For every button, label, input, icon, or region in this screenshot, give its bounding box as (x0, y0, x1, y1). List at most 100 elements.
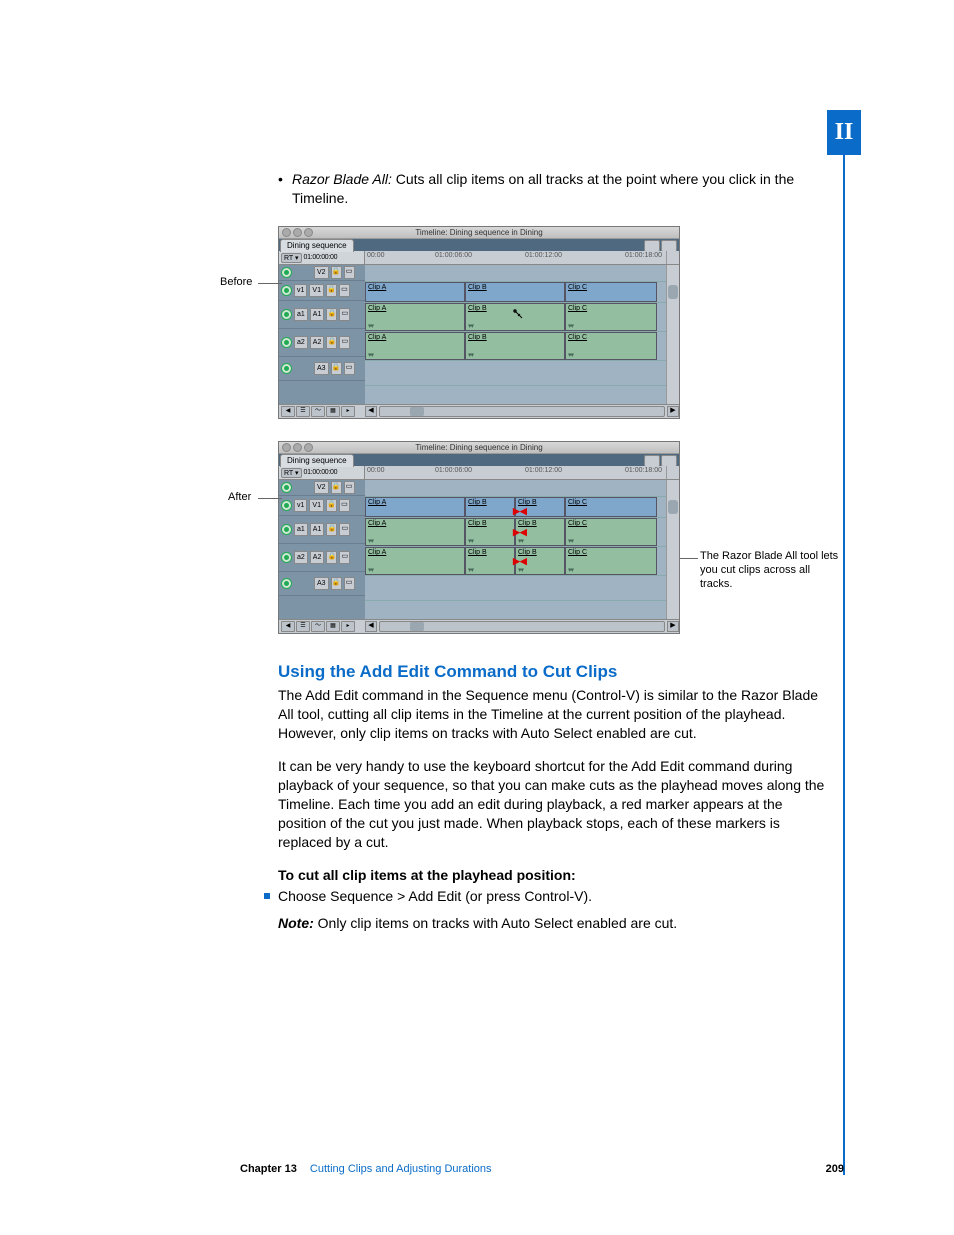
auto-select-toggle[interactable] (281, 578, 292, 589)
dest-patch[interactable]: V1 (309, 284, 324, 297)
auto-select-toggle[interactable] (281, 482, 292, 493)
horizontal-scrollbar[interactable] (379, 406, 665, 417)
audio-clip[interactable]: Clip B▾▾ (465, 547, 515, 575)
horizontal-scrollbar[interactable] (379, 621, 665, 632)
audio-clip[interactable]: Clip B▾▾ (465, 332, 565, 360)
foot-btn[interactable]: 〜 (311, 621, 325, 632)
video-clip[interactable]: Clip B (465, 497, 515, 517)
source-patch[interactable]: a1 (294, 308, 308, 321)
auto-select-toggle[interactable] (281, 363, 292, 374)
foot-btn[interactable]: ▦ (326, 621, 340, 632)
auto-select-toggle[interactable] (281, 500, 292, 511)
traffic-lights[interactable] (282, 228, 313, 237)
source-patch[interactable]: a1 (294, 523, 308, 536)
track-toggle[interactable]: ▭ (344, 481, 355, 494)
video-clip[interactable]: Clip A (365, 282, 465, 302)
audio-clip[interactable]: Clip B▾▾ (465, 518, 515, 546)
dest-patch[interactable]: A2 (310, 551, 325, 564)
lock-toggle[interactable]: 🔒 (326, 499, 337, 512)
timeline-canvas[interactable]: Clip AClip BClip CClip A▾▾Clip B▾▾Clip C… (365, 265, 666, 404)
foot-btn[interactable]: ◀ (281, 621, 295, 632)
track-toggle[interactable]: ▭ (339, 308, 350, 321)
scroll-left[interactable]: ◀ (365, 406, 377, 417)
video-clip[interactable]: Clip C (565, 497, 657, 517)
lock-toggle[interactable]: 🔒 (326, 336, 337, 349)
audio-clip[interactable]: Clip C▾▾ (565, 518, 657, 546)
track-toggle[interactable]: ▭ (344, 362, 355, 375)
video-clip[interactable]: Clip A (365, 497, 465, 517)
timeline-canvas[interactable]: Clip AClip BClip BClip C▶◀Clip A▾▾Clip B… (365, 480, 666, 619)
track-toggle[interactable]: ▭ (344, 577, 355, 590)
lock-toggle[interactable]: 🔒 (326, 284, 337, 297)
track-toggle[interactable]: ▭ (339, 523, 350, 536)
auto-select-toggle[interactable] (281, 552, 292, 563)
dest-patch[interactable]: V1 (309, 499, 324, 512)
audio-clip[interactable]: Clip A▾▾ (365, 518, 465, 546)
foot-btn[interactable]: ▸ (341, 621, 355, 632)
lock-toggle[interactable]: 🔒 (331, 266, 342, 279)
audio-clip[interactable]: Clip A▾▾ (365, 547, 465, 575)
scroll-right[interactable]: ▶ (667, 406, 679, 417)
vertical-scrollbar[interactable] (666, 480, 679, 619)
source-patch[interactable]: v1 (294, 499, 307, 512)
lock-toggle[interactable]: 🔒 (326, 551, 337, 564)
audio-clip[interactable]: Clip C▾▾ (565, 332, 657, 360)
auto-select-toggle[interactable] (281, 267, 292, 278)
foot-btn[interactable]: ▸ (341, 406, 355, 417)
dest-patch[interactable]: V2 (314, 266, 329, 279)
audio-clip[interactable]: Clip C▾▾ (565, 303, 657, 331)
track-header-a2: a2 A2 🔒 ▭ (279, 329, 365, 357)
lock-toggle[interactable]: 🔒 (326, 308, 337, 321)
foot-btn[interactable]: ☰ (296, 621, 310, 632)
sequence-tab[interactable]: Dining sequence (280, 454, 354, 467)
scroll-right[interactable]: ▶ (667, 621, 679, 632)
traffic-lights[interactable] (282, 443, 313, 452)
ruler[interactable]: 00:0001:00:06:0001:00:12:0001:00:18:00 (365, 251, 666, 264)
scroll-left[interactable]: ◀ (365, 621, 377, 632)
source-patch[interactable]: a2 (294, 551, 308, 564)
audio-clip[interactable]: Clip A▾▾ (365, 332, 465, 360)
lock-toggle[interactable]: 🔒 (326, 523, 337, 536)
foot-btn[interactable]: ☰ (296, 406, 310, 417)
lock-toggle[interactable]: 🔒 (331, 481, 342, 494)
auto-select-toggle[interactable] (281, 285, 292, 296)
lane-spacer (365, 601, 666, 619)
dest-patch[interactable]: A1 (310, 308, 325, 321)
track-toggle[interactable]: ▭ (339, 284, 350, 297)
sequence-tab[interactable]: Dining sequence (280, 239, 354, 252)
auto-select-toggle[interactable] (281, 524, 292, 535)
vertical-scrollbar[interactable] (666, 265, 679, 404)
dest-patch[interactable]: A1 (310, 523, 325, 536)
ruler[interactable]: 00:0001:00:06:0001:00:12:0001:00:18:00 (365, 466, 666, 479)
lock-toggle[interactable]: 🔒 (331, 362, 342, 375)
timeline-footer: ◀☰〜▦▸ ◀ ▶ (279, 619, 679, 633)
dest-patch[interactable]: V2 (314, 481, 329, 494)
note-label: Note: (278, 915, 314, 931)
source-patch[interactable]: v1 (294, 284, 307, 297)
audio-clip[interactable]: Clip A▾▾ (365, 303, 465, 331)
auto-select-toggle[interactable] (281, 337, 292, 348)
video-clip[interactable]: Clip B (465, 282, 565, 302)
foot-btn[interactable]: 〜 (311, 406, 325, 417)
lane-a3 (365, 361, 666, 386)
audio-clip[interactable]: Clip C▾▾ (565, 547, 657, 575)
lock-toggle[interactable]: 🔒 (331, 577, 342, 590)
video-clip[interactable]: Clip C (565, 282, 657, 302)
auto-select-toggle[interactable] (281, 309, 292, 320)
track-toggle[interactable]: ▭ (339, 499, 350, 512)
dest-patch[interactable]: A3 (314, 577, 329, 590)
source-patch[interactable]: a2 (294, 336, 308, 349)
dest-patch[interactable]: A2 (310, 336, 325, 349)
foot-btn[interactable]: ▦ (326, 406, 340, 417)
rt-button[interactable]: RT ▾ (281, 468, 302, 478)
track-toggle[interactable]: ▭ (344, 266, 355, 279)
track-toggle[interactable]: ▭ (339, 336, 350, 349)
current-timecode: 01:00:00:00 (304, 254, 338, 261)
lane-v1: Clip AClip BClip BClip C▶◀ (365, 497, 666, 518)
rt-button[interactable]: RT ▾ (281, 253, 302, 263)
section-subhead: To cut all clip items at the playhead po… (278, 866, 833, 885)
lane-v1: Clip AClip BClip C (365, 282, 666, 303)
dest-patch[interactable]: A3 (314, 362, 329, 375)
track-toggle[interactable]: ▭ (339, 551, 350, 564)
foot-btn[interactable]: ◀ (281, 406, 295, 417)
